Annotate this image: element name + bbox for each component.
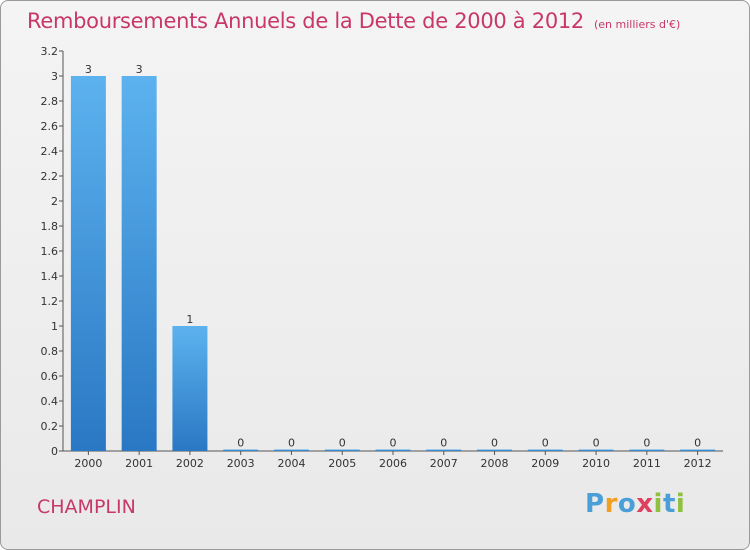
data-label: 0 (237, 437, 244, 450)
y-tick-label: 3 (51, 70, 58, 83)
bar (578, 449, 614, 451)
y-tick-label: 3.2 (41, 45, 59, 58)
x-tick-label: 2009 (531, 457, 559, 470)
bar (527, 449, 563, 451)
y-tick-label: 0.4 (41, 395, 59, 408)
data-label: 3 (85, 63, 92, 76)
brand-letter: t (662, 489, 676, 519)
y-tick-label: 1 (51, 320, 58, 333)
x-tick-label: 2011 (633, 457, 661, 470)
brand-letter: x (636, 489, 654, 519)
data-label: 0 (593, 437, 600, 450)
y-tick-label: 0 (51, 445, 58, 458)
y-tick-label: 0.8 (41, 345, 59, 358)
x-tick-label: 2005 (328, 457, 356, 470)
brand-letter: P (585, 489, 605, 519)
bar (172, 326, 208, 451)
proxiti-logo: Proxiti (585, 489, 685, 519)
y-tick-label: 0.6 (41, 370, 59, 383)
y-tick-label: 0.2 (41, 420, 59, 433)
y-tick-label: 2.4 (41, 145, 59, 158)
y-tick-label: 1.8 (41, 220, 59, 233)
x-tick-label: 2010 (582, 457, 610, 470)
bar (324, 449, 360, 451)
brand-letter: i (653, 489, 663, 519)
data-label: 1 (186, 313, 193, 326)
bar (121, 76, 157, 451)
data-label: 0 (643, 437, 650, 450)
commune-name: CHAMPLIN (37, 496, 136, 518)
x-tick-label: 2012 (684, 457, 712, 470)
y-tick-label: 2 (51, 195, 58, 208)
data-label: 0 (542, 437, 549, 450)
y-tick-label: 2.6 (41, 120, 59, 133)
x-tick-label: 2003 (227, 457, 255, 470)
data-labels: 3 3 1 0 0 0 0 0 0 0 0 0 0 (85, 63, 701, 450)
x-tick-label: 2004 (277, 457, 305, 470)
data-label: 3 (136, 63, 143, 76)
y-tick-label: 1.2 (41, 295, 59, 308)
brand-letter: o (617, 489, 637, 519)
x-tick-label: 2007 (430, 457, 458, 470)
bar (629, 449, 665, 451)
bar (680, 449, 716, 451)
chart-title: Remboursements Annuels de la Dette de 20… (27, 9, 680, 33)
x-tick-label: 2002 (176, 457, 204, 470)
bar (223, 449, 259, 451)
x-tick-label: 2000 (74, 457, 102, 470)
y-tick-label: 1.4 (41, 270, 59, 283)
bar (477, 449, 513, 451)
y-tick-label: 2.8 (41, 95, 59, 108)
bar (70, 76, 106, 451)
data-label: 0 (288, 437, 295, 450)
brand-letter: r (604, 489, 618, 519)
x-tick-label: 2001 (125, 457, 153, 470)
y-tick-label: 1.6 (41, 245, 59, 258)
data-label: 0 (440, 437, 447, 450)
x-tick-label: 2006 (379, 457, 407, 470)
data-label: 0 (339, 437, 346, 450)
data-label: 0 (694, 437, 701, 450)
x-axis: 2000 2001 2002 2003 2004 2005 2006 2007 2008 2009… (63, 450, 723, 470)
chart-subtitle: (en milliers d'€) (594, 18, 681, 31)
brand-letter: i (675, 489, 686, 519)
bars (70, 76, 716, 451)
bar (273, 449, 309, 451)
y-tick-label: 2.2 (41, 170, 59, 183)
x-tick-label: 2008 (481, 457, 509, 470)
chart-title-text: Remboursements Annuels de la Dette de 20… (27, 9, 584, 33)
data-label: 0 (491, 437, 498, 450)
data-label: 0 (390, 437, 397, 450)
y-axis: 0 0.2 0.4 0.6 0.8 1 1.2 1.4 1.6 1.8 2 2.2 2.4 2.6 2.8 3… (41, 45, 64, 458)
bar (375, 449, 411, 451)
bar (426, 449, 462, 451)
